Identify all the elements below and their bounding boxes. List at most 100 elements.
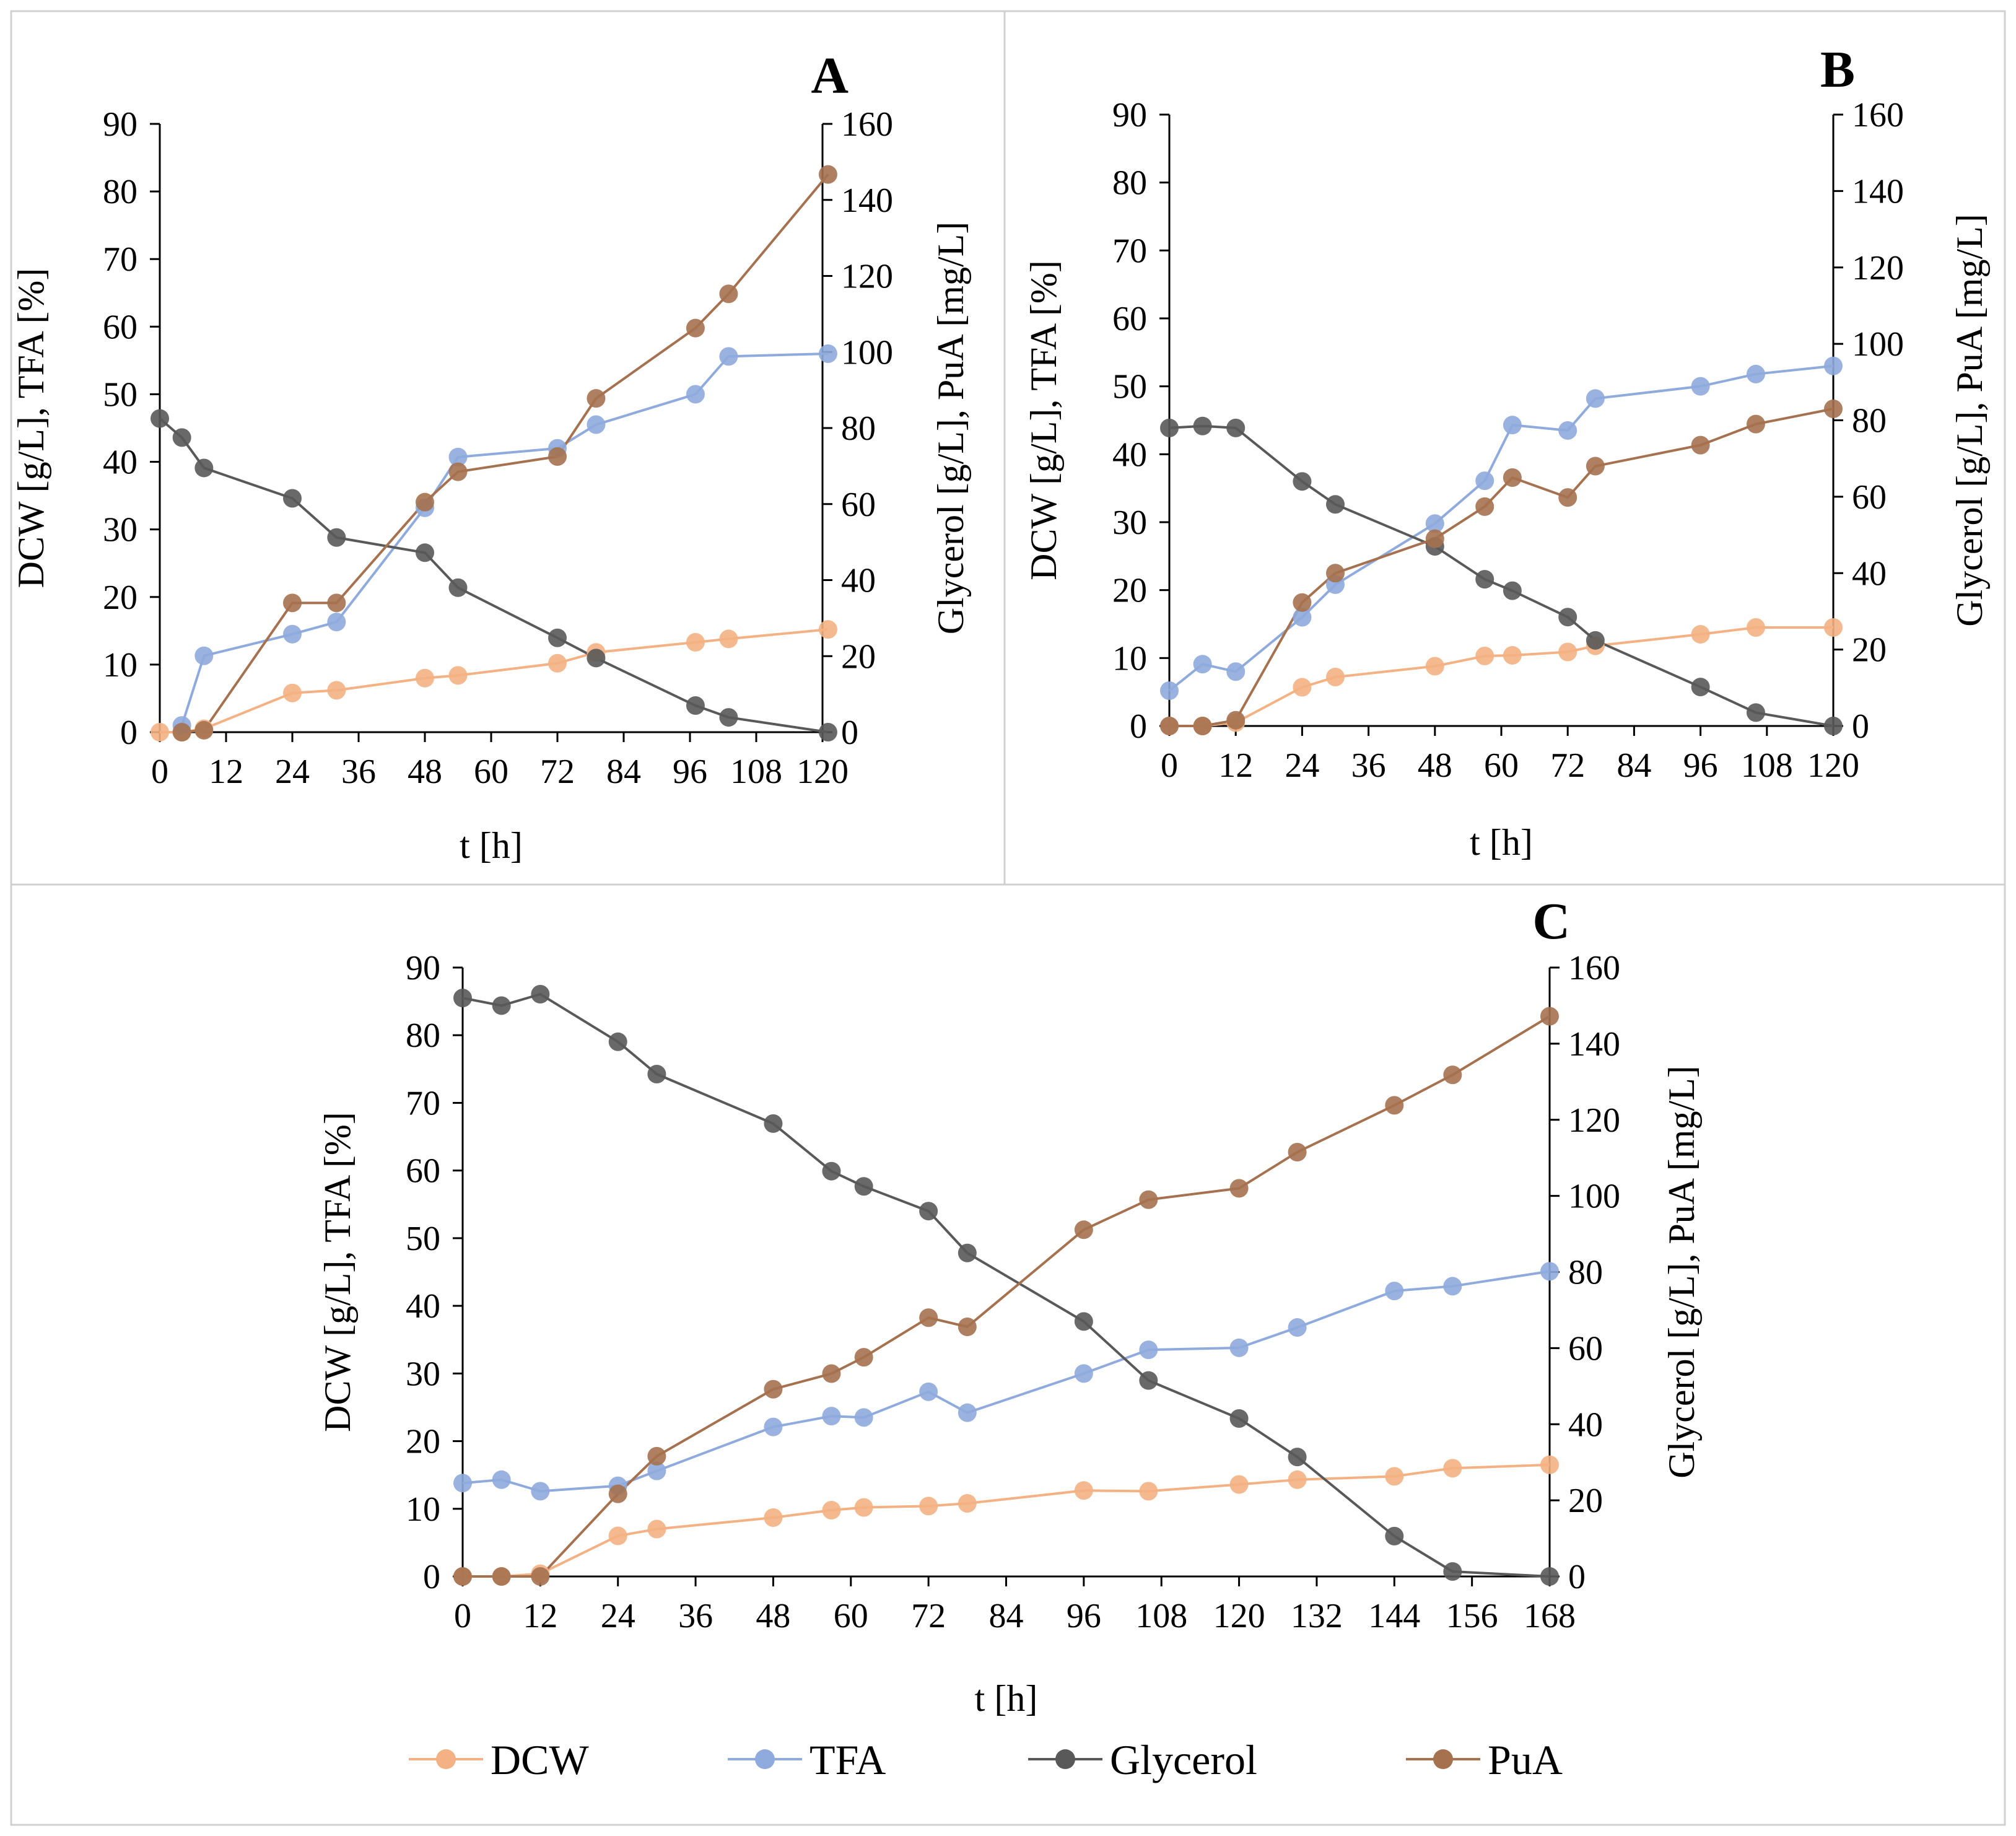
data-point-tfa (1193, 655, 1212, 674)
data-point-pua (1139, 1190, 1158, 1209)
y2-tick-label: 0 (1852, 707, 1869, 746)
y-tick-label: 10 (406, 1490, 440, 1529)
data-point-dcw (416, 668, 434, 688)
data-point-pua (1540, 1007, 1559, 1026)
data-point-pua (1293, 593, 1312, 612)
panel-a: 0 12 24 36 48 60 72 84 96 108 12001020304050607080… (11, 47, 971, 866)
y-tick-label: 50 (103, 375, 137, 414)
x-tick-label: 36 (341, 753, 376, 791)
y2-tick-label: 120 (1852, 249, 1904, 287)
y2-tick-label: 100 (1568, 1178, 1620, 1216)
y2-tick-label: 40 (841, 562, 876, 600)
x-tick-label: 84 (989, 1597, 1024, 1635)
data-point-dcw (548, 654, 567, 673)
data-point-glycerol (1586, 631, 1605, 650)
data-point-pua (1193, 717, 1212, 735)
panel-b: 0 12 24 36 48 60 72 84 96 108 12001020304050607080… (1023, 41, 1990, 863)
y2-axis-label: Glycerol [g/L], PuA [mg/L] (1949, 214, 1990, 627)
y2-tick-label: 140 (1568, 1025, 1620, 1064)
panel-letter: C (1532, 893, 1570, 950)
data-point-pua (1558, 488, 1577, 507)
data-point-dcw (1139, 1482, 1158, 1501)
x-tick-label: 120 (1213, 1597, 1265, 1635)
x-tick-label: 0 (454, 1597, 471, 1635)
data-point-pua (1425, 529, 1444, 548)
data-point-pua (764, 1379, 783, 1399)
data-point-glycerol (1824, 717, 1843, 735)
data-point-dcw (1746, 618, 1765, 637)
data-point-dcw (647, 1519, 666, 1539)
data-point-dcw (1824, 618, 1843, 637)
y-tick-label: 70 (103, 240, 137, 279)
x-tick-label: 96 (1683, 746, 1718, 785)
legend-swatch-marker (755, 1749, 775, 1769)
y2-tick-label: 120 (1568, 1101, 1620, 1140)
data-point-glycerol (327, 528, 346, 547)
data-point-glycerol (1691, 678, 1710, 697)
data-point-glycerol (1326, 495, 1345, 514)
data-point-pua (587, 389, 606, 408)
data-point-pua (1074, 1220, 1093, 1239)
data-point-tfa (1074, 1364, 1093, 1383)
data-point-tfa (764, 1417, 783, 1436)
data-point-pua (1586, 457, 1605, 476)
data-point-dcw (818, 620, 837, 639)
data-point-dcw (1074, 1481, 1093, 1500)
data-point-pua (1160, 717, 1179, 735)
data-point-glycerol (1385, 1526, 1404, 1545)
y-tick-label: 90 (1112, 96, 1147, 134)
x-tick-label: 12 (523, 1597, 557, 1635)
data-point-dcw (1288, 1470, 1307, 1489)
data-point-dcw (1385, 1467, 1404, 1486)
data-point-pua (854, 1348, 873, 1367)
data-point-pua (1226, 710, 1246, 730)
y-tick-label: 80 (406, 1016, 440, 1055)
data-point-dcw (151, 723, 169, 741)
data-point-dcw (327, 681, 346, 700)
x-axis-label: t [h] (975, 1678, 1038, 1719)
y-tick-label: 90 (406, 949, 440, 987)
data-point-pua (822, 1364, 841, 1383)
x-tick-label: 48 (408, 753, 442, 791)
data-point-dcw (608, 1526, 627, 1545)
data-point-tfa (1443, 1277, 1462, 1296)
data-point-dcw (686, 632, 705, 652)
data-point-tfa (1293, 608, 1312, 627)
legend-swatch-marker (1055, 1749, 1075, 1769)
x-tick-label: 108 (1741, 746, 1793, 785)
data-point-glycerol (919, 1202, 938, 1221)
y-tick-label: 60 (103, 308, 137, 346)
data-point-glycerol (818, 723, 837, 741)
data-point-pua (1503, 468, 1522, 487)
data-point-glycerol (283, 489, 302, 508)
legend-item-tfa: TFA (728, 1736, 886, 1783)
y2-tick-label: 60 (1852, 478, 1887, 517)
y2-tick-label: 40 (1852, 554, 1887, 593)
y2-tick-label: 160 (1852, 96, 1904, 134)
y2-tick-label: 40 (1568, 1405, 1603, 1444)
y2-tick-label: 0 (1568, 1558, 1586, 1596)
x-tick-label: 84 (606, 753, 641, 791)
data-point-glycerol (608, 1032, 627, 1051)
data-point-tfa (531, 1482, 550, 1501)
y-tick-label: 90 (103, 105, 137, 144)
data-point-dcw (1558, 642, 1577, 662)
data-point-pua (958, 1317, 977, 1336)
x-tick-label: 48 (1418, 746, 1452, 785)
y-tick-label: 10 (103, 646, 137, 684)
data-point-pua (548, 447, 567, 466)
x-tick-label: 156 (1446, 1597, 1498, 1635)
data-point-glycerol (1288, 1448, 1307, 1467)
y-tick-label: 30 (1112, 504, 1147, 542)
data-point-tfa (194, 646, 214, 665)
data-point-pua (647, 1446, 666, 1466)
y2-axis-label: Glycerol [g/L], PuA [mg/L] (930, 222, 971, 635)
y-tick-label: 50 (1112, 368, 1147, 406)
y-tick-label: 60 (1112, 300, 1147, 338)
panel-frame-b (1003, 10, 2006, 886)
data-point-tfa (1226, 662, 1246, 681)
x-tick-label: 132 (1291, 1597, 1343, 1635)
data-point-tfa (492, 1470, 511, 1489)
y2-axis-label: Glycerol [g/L], PuA [mg/L] (1661, 1065, 1702, 1479)
data-point-pua (1691, 435, 1710, 455)
